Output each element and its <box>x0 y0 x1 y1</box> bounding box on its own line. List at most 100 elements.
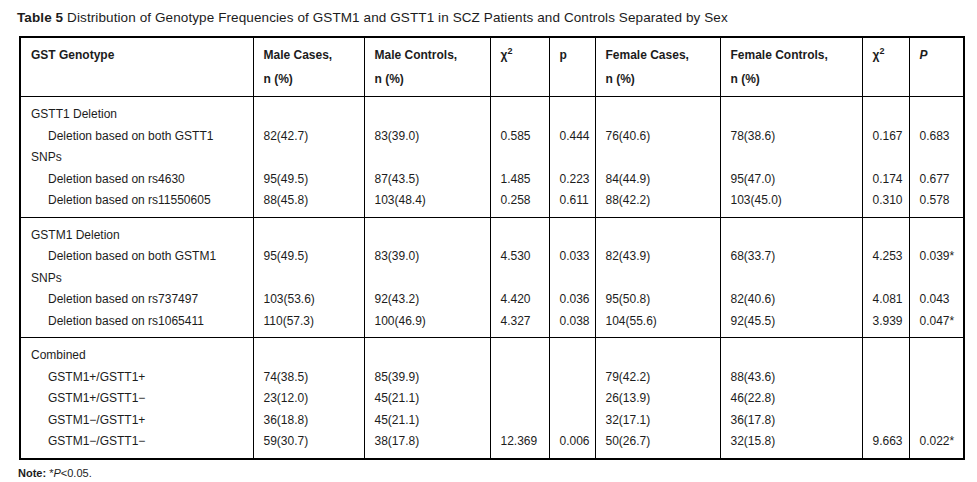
cell-value <box>264 345 362 367</box>
cell-value: 100(46.9) <box>375 311 488 333</box>
cell-value <box>560 345 593 367</box>
cell-value: 0.006 <box>560 431 593 453</box>
note-label: Note: <box>18 467 46 479</box>
column-header: P <box>909 37 964 97</box>
value-cell: 82(42.7) 95(49.5)88(45.8) <box>253 97 364 218</box>
cell-value <box>560 410 593 432</box>
cell-value: 0.683 <box>920 126 962 148</box>
cell-value <box>920 147 962 169</box>
value-cell: 74(38.5)23(12.0)36(18.8)59(30.7) <box>253 338 364 459</box>
cell-value: 36(17.8) <box>731 410 860 432</box>
cell-value: 45(21.1) <box>375 410 488 432</box>
cell-value: 23(12.0) <box>264 388 362 410</box>
cell-value <box>264 268 362 290</box>
value-cell: 0.006 <box>549 338 595 459</box>
cell-value <box>375 225 488 247</box>
cell-value: 45(21.1) <box>375 388 488 410</box>
cell-value: 95(49.5) <box>264 169 362 191</box>
cell-value <box>873 268 907 290</box>
value-cell: 0.683 0.6770.578 <box>909 97 964 218</box>
cell-value: 85(39.9) <box>375 367 488 389</box>
row-label: Deletion based on rs4630 <box>31 169 251 191</box>
cell-value: 0.167 <box>873 126 907 148</box>
value-cell: 68(33.7) 82(40.6)92(45.5) <box>720 217 862 338</box>
cell-value: 0.223 <box>560 169 593 191</box>
cell-value: 9.663 <box>873 431 907 453</box>
cell-value <box>264 225 362 247</box>
cell-value: 26(13.9) <box>606 388 718 410</box>
cell-value: 4.530 <box>501 246 547 268</box>
cell-value <box>560 225 593 247</box>
column-header: p <box>549 37 595 97</box>
cell-value: 12.369 <box>501 431 547 453</box>
note-threshold: <0.05. <box>61 467 92 479</box>
cell-value: 95(47.0) <box>731 169 860 191</box>
cell-value <box>873 147 907 169</box>
cell-value <box>501 268 547 290</box>
table-number: Table 5 <box>17 10 63 25</box>
cell-value: 83(39.0) <box>375 126 488 148</box>
cell-value <box>501 345 547 367</box>
cell-value <box>920 388 962 410</box>
value-cell: 0.022* <box>909 338 964 459</box>
value-cell: 78(38.6) 95(47.0)103(45.0) <box>720 97 862 218</box>
cell-value: 82(43.9) <box>606 246 718 268</box>
cell-value: 0.036 <box>560 289 593 311</box>
cell-value: 0.611 <box>560 190 593 212</box>
cell-value <box>731 147 860 169</box>
value-cell: 79(42.2)26(13.9)32(17.1)50(26.7) <box>595 338 720 459</box>
row-label: SNPs <box>31 268 251 290</box>
cell-value: 95(49.5) <box>264 246 362 268</box>
cell-value <box>501 147 547 169</box>
cell-value <box>560 367 593 389</box>
cell-value <box>873 345 907 367</box>
cell-value: 38(17.8) <box>375 431 488 453</box>
cell-value: 36(18.8) <box>264 410 362 432</box>
cell-value <box>873 104 907 126</box>
cell-value <box>606 268 718 290</box>
cell-value <box>501 225 547 247</box>
cell-value <box>920 104 962 126</box>
cell-value: 68(33.7) <box>731 246 860 268</box>
cell-value: 59(30.7) <box>264 431 362 453</box>
cell-value <box>375 268 488 290</box>
cell-value: 103(48.4) <box>375 190 488 212</box>
cell-value <box>873 410 907 432</box>
value-cell: 0.039* 0.0430.047* <box>909 217 964 338</box>
header-row: GST GenotypeMale Cases,n (%)Male Control… <box>20 37 964 97</box>
cell-value: 78(38.6) <box>731 126 860 148</box>
cell-value <box>560 104 593 126</box>
cell-value: 0.578 <box>920 190 962 212</box>
cell-value: 88(45.8) <box>264 190 362 212</box>
value-cell: 76(40.6) 84(44.9)88(42.2) <box>595 97 720 218</box>
cell-value: 0.039* <box>920 246 962 268</box>
row-label: Deletion based on both GSTT1 <box>31 126 251 148</box>
cell-value: 104(55.6) <box>606 311 718 333</box>
cell-value: 4.081 <box>873 289 907 311</box>
value-cell: 0.585 1.4850.258 <box>490 97 549 218</box>
cell-value <box>873 225 907 247</box>
cell-value <box>606 225 718 247</box>
cell-value: 32(17.1) <box>606 410 718 432</box>
column-header: χ2 <box>490 37 549 97</box>
cell-value: 87(43.5) <box>375 169 488 191</box>
value-cell: 0.444 0.2230.611 <box>549 97 595 218</box>
row-label: Deletion based on rs11550605 <box>31 190 251 212</box>
cell-value: 0.258 <box>501 190 547 212</box>
column-header: Female Cases,n (%) <box>595 37 720 97</box>
row-label: Deletion based on rs1065411 <box>31 311 251 333</box>
genotype-label-cell: GSTT1 DeletionDeletion based on both GST… <box>20 97 253 218</box>
cell-value <box>606 345 718 367</box>
cell-value: 0.444 <box>560 126 593 148</box>
cell-value: 92(45.5) <box>731 311 860 333</box>
cell-value <box>375 104 488 126</box>
value-cell: 88(43.6)46(22.8)36(17.8)32(15.8) <box>720 338 862 459</box>
cell-value: 3.939 <box>873 311 907 333</box>
cell-value <box>501 367 547 389</box>
row-label: GSTM1−/GSTT1− <box>31 431 251 453</box>
cell-value: 4.327 <box>501 311 547 333</box>
cell-value <box>560 388 593 410</box>
row-label: GSTM1 Deletion <box>31 225 251 247</box>
value-cell: 4.253 4.0813.939 <box>862 217 909 338</box>
cell-value: 76(40.6) <box>606 126 718 148</box>
